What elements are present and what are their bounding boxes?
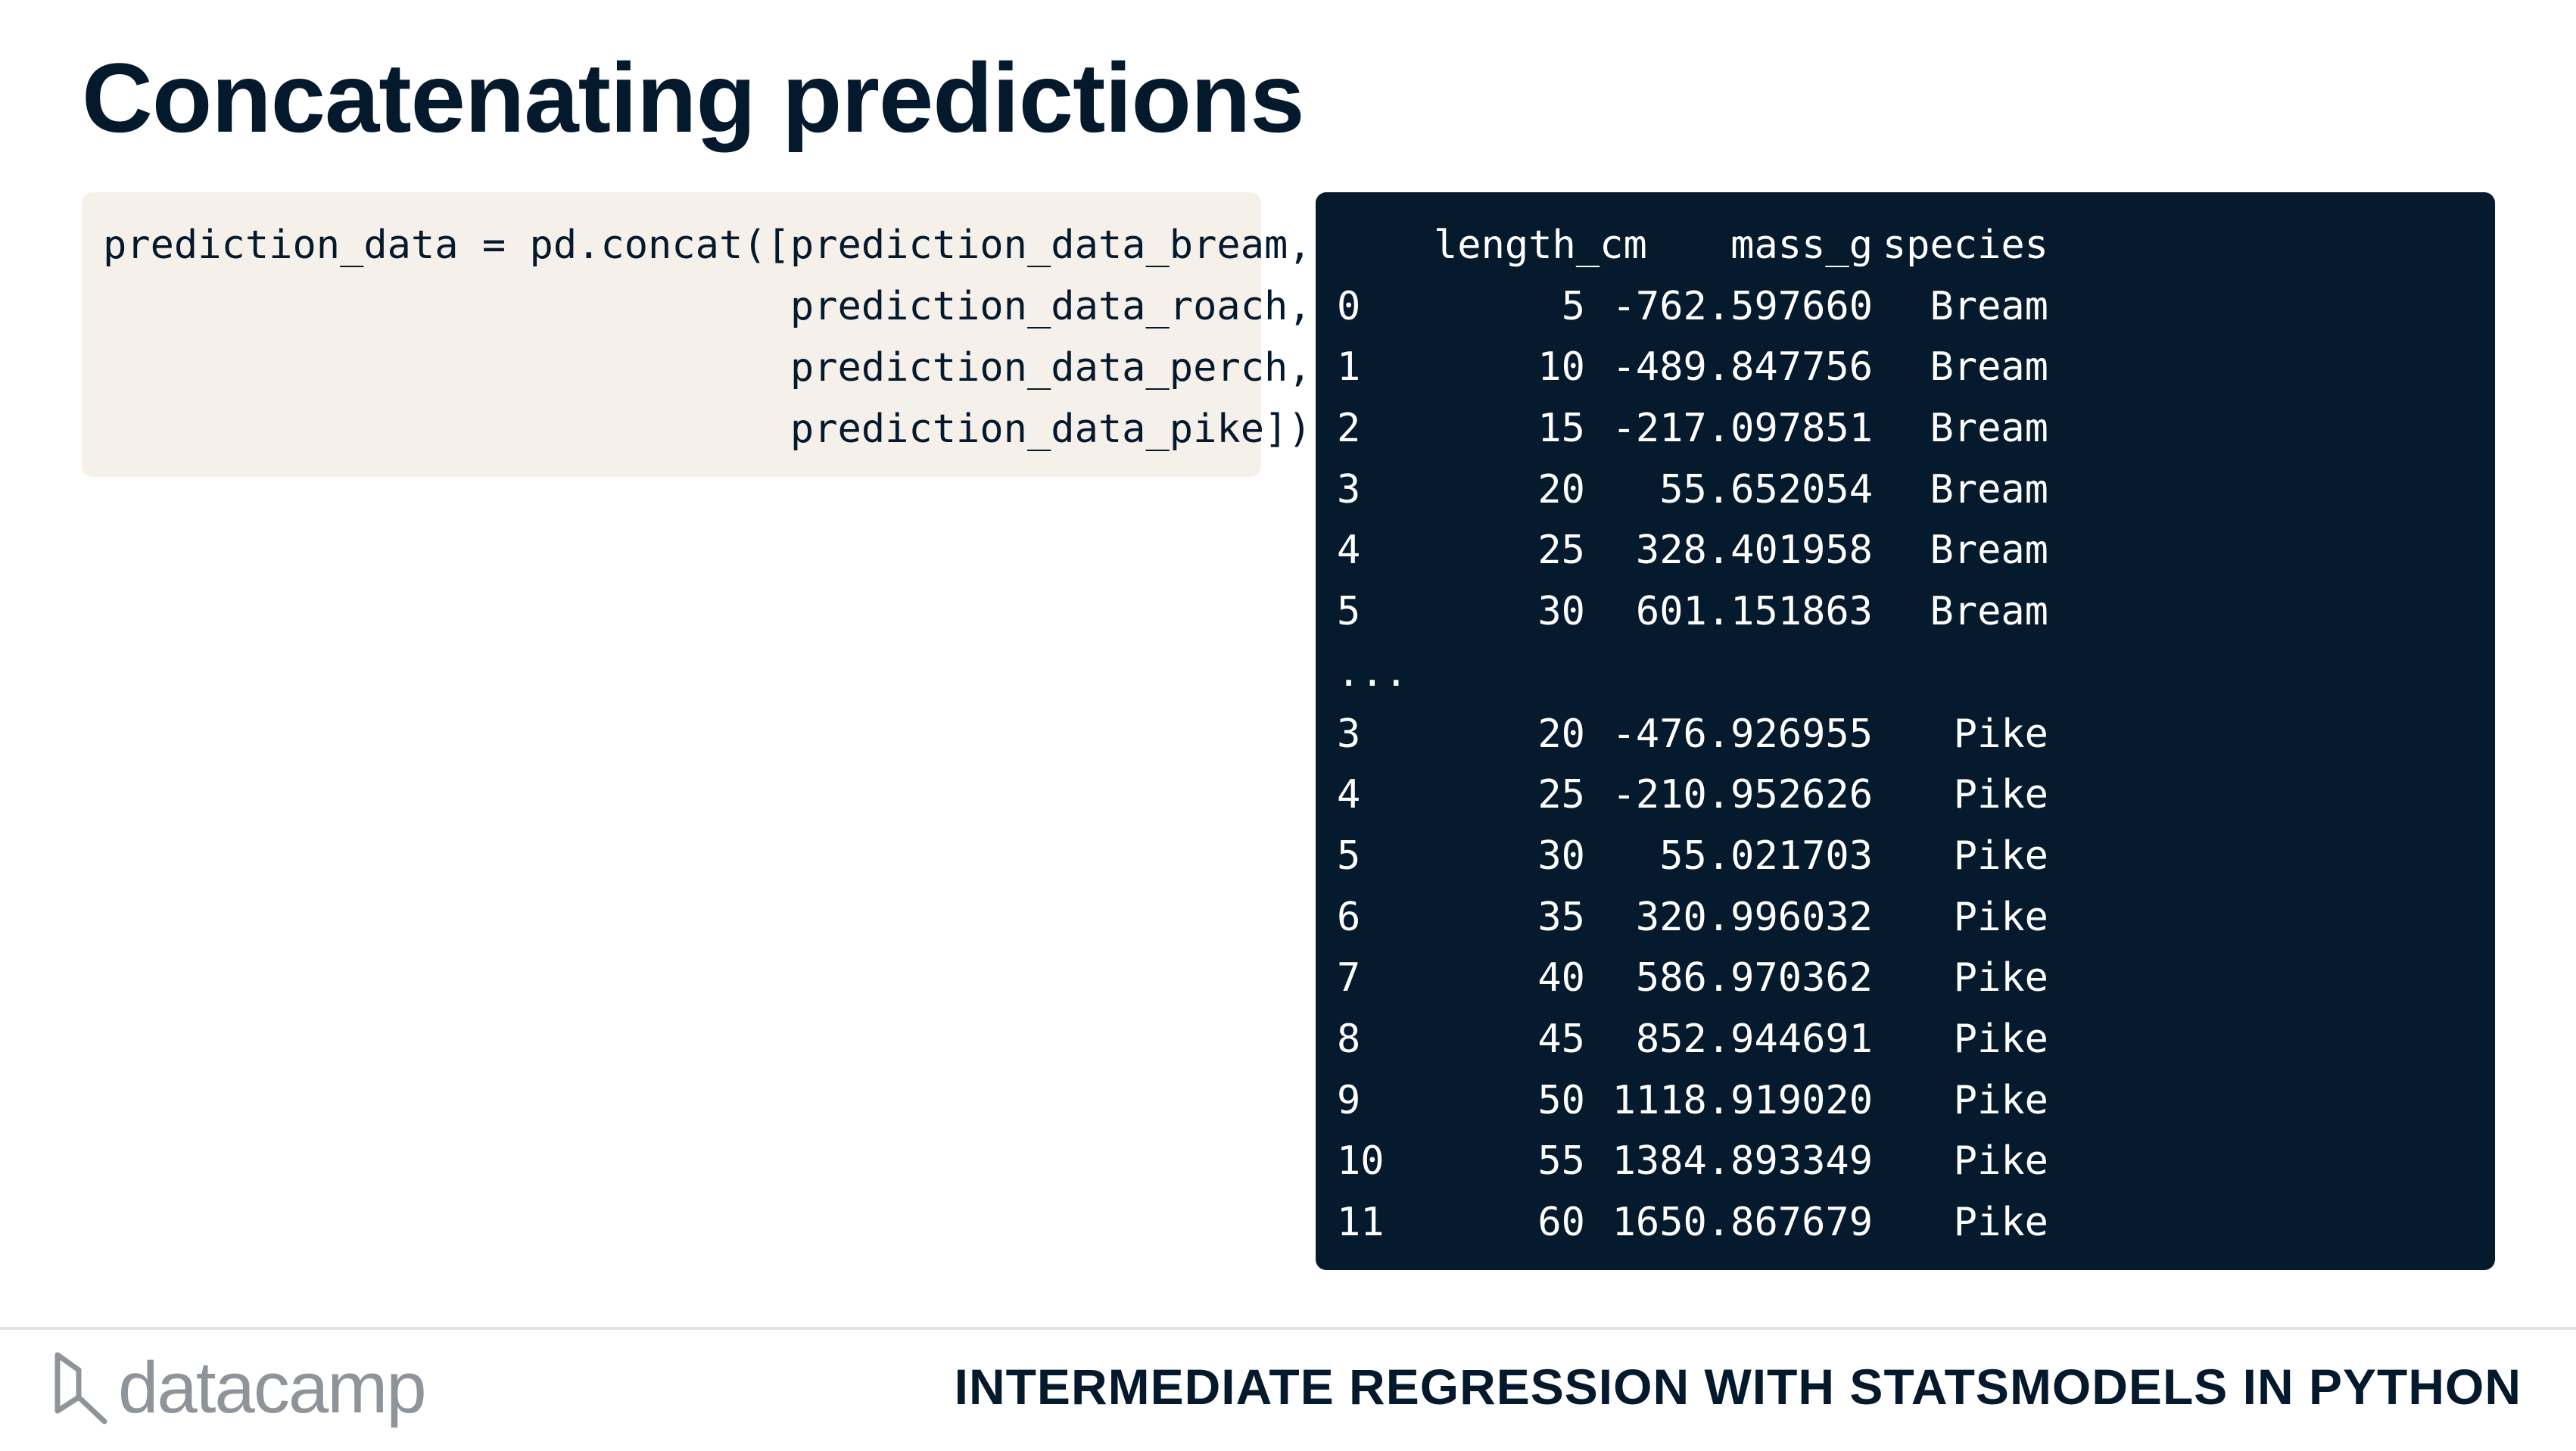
output-cell-mass: 1650.867679 (1612, 1200, 1873, 1245)
output-cell-species: Pike (1953, 711, 2048, 757)
output-cell-species: Bream (1930, 589, 2048, 635)
output-cell-index: 10 (1337, 1138, 1385, 1185)
output-cell-index: 5 (1337, 833, 1361, 879)
output-cell-length: 30 (1537, 589, 1585, 635)
output-cell-mass: 586.970362 (1635, 955, 1873, 1001)
output-cell-species: Pike (1953, 833, 2048, 879)
output-cell-index: 3 (1337, 711, 1361, 757)
output-cell-species: Pike (1953, 1138, 2048, 1185)
output-cell-species: Bream (1930, 528, 2048, 574)
output-row: 3 20 55.652054 Bream (1337, 459, 2495, 521)
course-title: INTERMEDIATE REGRESSION WITH STATSMODELS… (954, 1359, 2521, 1415)
output-row: 9 50 1118.919020 Pike (1337, 1070, 2495, 1132)
output-cell-length: 30 (1537, 833, 1585, 879)
output-cell-index: 5 (1337, 589, 1361, 635)
output-cell-species: Bream (1930, 466, 2048, 512)
output-cell-mass: -476.926955 (1612, 711, 1873, 757)
code-block: prediction_data = pd.concat([prediction_… (82, 192, 1312, 477)
output-cell-index: 7 (1337, 955, 1361, 1001)
output-row: ... (1337, 643, 2495, 704)
output-cell-species: Pike (1953, 772, 2048, 818)
output-row: 5 30 601.151863 Bream (1337, 581, 2495, 643)
output-header-mass: mass_g (1730, 223, 1873, 268)
output-row: 11 60 1650.867679 Pike (1337, 1192, 2495, 1253)
output-row: 2 15 -217.097851 Bream (1337, 398, 2495, 459)
output-row: 0 5 -762.597660 Bream (1337, 276, 2495, 338)
output-row: 4 25 328.401958 Bream (1337, 520, 2495, 581)
output-cell-index: 9 (1337, 1077, 1361, 1123)
output-cell-species: Pike (1953, 1077, 2048, 1123)
output-header-species: species (1882, 223, 2048, 268)
output-header-length: length_cm (1434, 223, 1647, 268)
output-cell-species: Pike (1953, 955, 2048, 1001)
output-rows: 0 5 -762.597660 Bream 1 10 -489.847756 Bream 2 15… (1337, 276, 2495, 1253)
output-cell-index: 4 (1337, 772, 1361, 818)
datacamp-logo: datacamp (53, 1347, 427, 1428)
output-cell-species: Pike (1953, 1200, 2048, 1245)
output-cell-length: 5 (1561, 283, 1585, 329)
output-cell-length: 25 (1537, 528, 1585, 574)
code-line: prediction_data_perch, (103, 345, 1312, 391)
output-cell-mass: -217.097851 (1612, 406, 1873, 452)
output-cell-index: 6 (1337, 894, 1361, 940)
output-row: 7 40 586.970362 Pike (1337, 948, 2495, 1009)
output-cell-length: 10 (1537, 344, 1585, 391)
output-cell-length: 40 (1537, 955, 1585, 1001)
output-cell-mass: 601.151863 (1635, 589, 1873, 635)
output-cell-mass: 320.996032 (1635, 894, 1873, 940)
output-cell-species: Bream (1930, 406, 2048, 452)
output-cell-index: 4 (1337, 528, 1361, 574)
output-cell-species: Pike (1953, 894, 2048, 940)
output-cell-length: 60 (1537, 1200, 1585, 1245)
output-cell-mass: 55.021703 (1659, 833, 1873, 879)
output-cell-mass: -210.952626 (1612, 772, 1873, 818)
output-row: 4 25 -210.952626 Pike (1337, 764, 2495, 826)
output-block: length_cm mass_g species 0 5 -762.597660 Brea… (1316, 192, 2495, 1270)
output-cell-length: 55 (1537, 1138, 1585, 1185)
output-cell-length: 20 (1537, 466, 1585, 512)
output-row: 8 45 852.944691 Pike (1337, 1009, 2495, 1070)
output-cell-length: 15 (1537, 406, 1585, 452)
output-cell-length: 50 (1537, 1077, 1585, 1123)
output-cell-index: 11 (1337, 1200, 1385, 1245)
datacamp-logo-icon (55, 1352, 107, 1425)
output-cell-length: 20 (1537, 711, 1585, 757)
output-cell-mass: 55.652054 (1659, 466, 1873, 512)
output-cell-species: Pike (1953, 1016, 2048, 1062)
output-cell-mass: 1118.919020 (1612, 1077, 1873, 1123)
output-cell-species: Bream (1930, 283, 2048, 329)
output-cell-mass: 1384.893349 (1612, 1138, 1873, 1185)
footer-divider (0, 1327, 2576, 1330)
logo-text: datacamp (118, 1347, 427, 1428)
output-cell-index: ... (1337, 649, 1408, 696)
output-cell-mass: 328.401958 (1635, 528, 1873, 574)
output-cell-mass: -489.847756 (1612, 344, 1873, 391)
output-cell-length: 25 (1537, 772, 1585, 818)
code-line: prediction_data = pd.concat([prediction_… (103, 223, 1312, 268)
output-cell-species: Bream (1930, 344, 2048, 391)
output-row: 6 35 320.996032 Pike (1337, 887, 2495, 948)
output-cell-index: 8 (1337, 1016, 1361, 1062)
output-row: 10 55 1384.893349 Pike (1337, 1131, 2495, 1192)
output-header-row: length_cm mass_g species (1337, 215, 2495, 276)
code-line: prediction_data_pike]) (103, 406, 1312, 452)
output-cell-index: 1 (1337, 344, 1361, 391)
code-line: prediction_data_roach, (103, 284, 1312, 329)
output-cell-index: 0 (1337, 283, 1361, 329)
output-row: 3 20 -476.926955 Pike (1337, 704, 2495, 765)
output-cell-mass: 852.944691 (1635, 1016, 1873, 1062)
output-cell-length: 45 (1537, 1016, 1585, 1062)
output-cell-index: 2 (1337, 406, 1361, 452)
output-cell-length: 35 (1537, 894, 1585, 940)
output-row: 5 30 55.021703 Pike (1337, 826, 2495, 887)
output-row: 1 10 -489.847756 Bream (1337, 337, 2495, 398)
slide-title: Concatenating predictions (82, 42, 1305, 153)
output-cell-index: 3 (1337, 466, 1361, 512)
output-cell-mass: -762.597660 (1612, 283, 1873, 329)
